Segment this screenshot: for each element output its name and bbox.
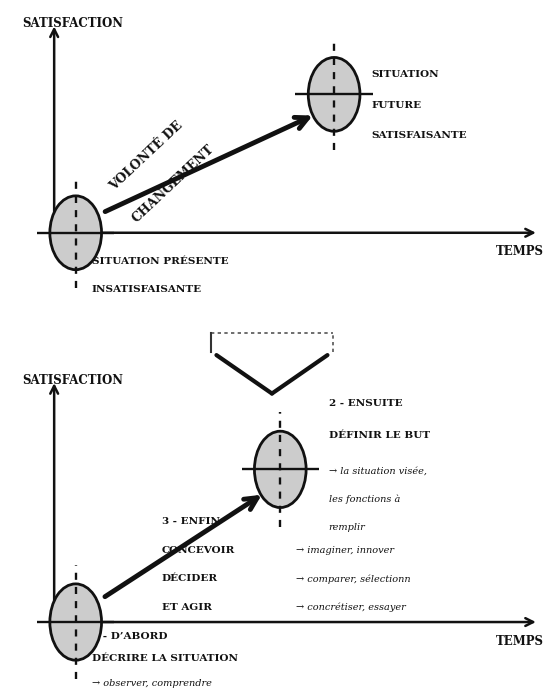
Text: CHANGEMENT: CHANGEMENT [130, 142, 217, 225]
Text: SATISFACTION: SATISFACTION [22, 17, 123, 31]
Text: → concrétiser, essayer: → concrétiser, essayer [296, 603, 406, 612]
Text: 2 - ENSUITE: 2 - ENSUITE [329, 399, 402, 408]
Text: → observer, comprendre: → observer, comprendre [92, 679, 211, 689]
Text: 1 - D’ABORD: 1 - D’ABORD [92, 632, 168, 640]
Text: DÉCIDER: DÉCIDER [162, 575, 218, 584]
Text: ET AGIR: ET AGIR [162, 603, 212, 612]
Ellipse shape [50, 196, 102, 270]
Text: DÉCRIRE LA SITUATION: DÉCRIRE LA SITUATION [92, 654, 238, 663]
Text: TEMPS: TEMPS [496, 635, 544, 648]
Text: CONCEVOIR: CONCEVOIR [162, 546, 235, 555]
Ellipse shape [254, 431, 306, 507]
Ellipse shape [50, 584, 102, 660]
Text: → comparer, sélectionn: → comparer, sélectionn [296, 575, 411, 584]
Ellipse shape [308, 57, 360, 131]
Text: les fonctions à: les fonctions à [329, 495, 400, 504]
Text: INSATISFAISANTE: INSATISFAISANTE [92, 285, 202, 294]
Text: FUTURE: FUTURE [372, 101, 422, 110]
Text: SATISFACTION: SATISFACTION [22, 374, 123, 387]
Text: SATISFAISANTE: SATISFAISANTE [372, 131, 467, 140]
Text: TEMPS: TEMPS [496, 245, 544, 258]
Text: 3 - ENFIN: 3 - ENFIN [162, 517, 220, 526]
Text: SITUATION: SITUATION [372, 70, 440, 79]
Text: → la situation visée,: → la situation visée, [329, 466, 427, 475]
Text: VOLONTÉ DE: VOLONTÉ DE [108, 119, 186, 193]
Text: → imaginer, innover: → imaginer, innover [296, 546, 395, 555]
Text: remplir: remplir [329, 524, 366, 533]
Text: DÉFINIR LE BUT: DÉFINIR LE BUT [329, 431, 430, 440]
Text: SITUATION PRÉSENTE: SITUATION PRÉSENTE [92, 257, 229, 266]
